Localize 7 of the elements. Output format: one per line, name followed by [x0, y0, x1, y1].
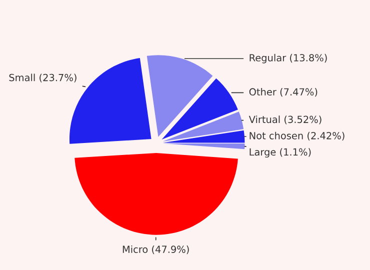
slice-label: Micro (47.9%) — [122, 245, 189, 254]
slice-label: Not chosen (2.42%) — [250, 132, 344, 140]
slice-label: Regular (13.8%) — [250, 54, 327, 64]
slice-label: Small (23.7%) — [9, 74, 76, 82]
slice-label: Large (1.1%) — [250, 148, 311, 158]
slice-label: Other (7.47%) — [249, 88, 318, 97]
slice-label: Virtual (3.52%) — [248, 116, 322, 124]
